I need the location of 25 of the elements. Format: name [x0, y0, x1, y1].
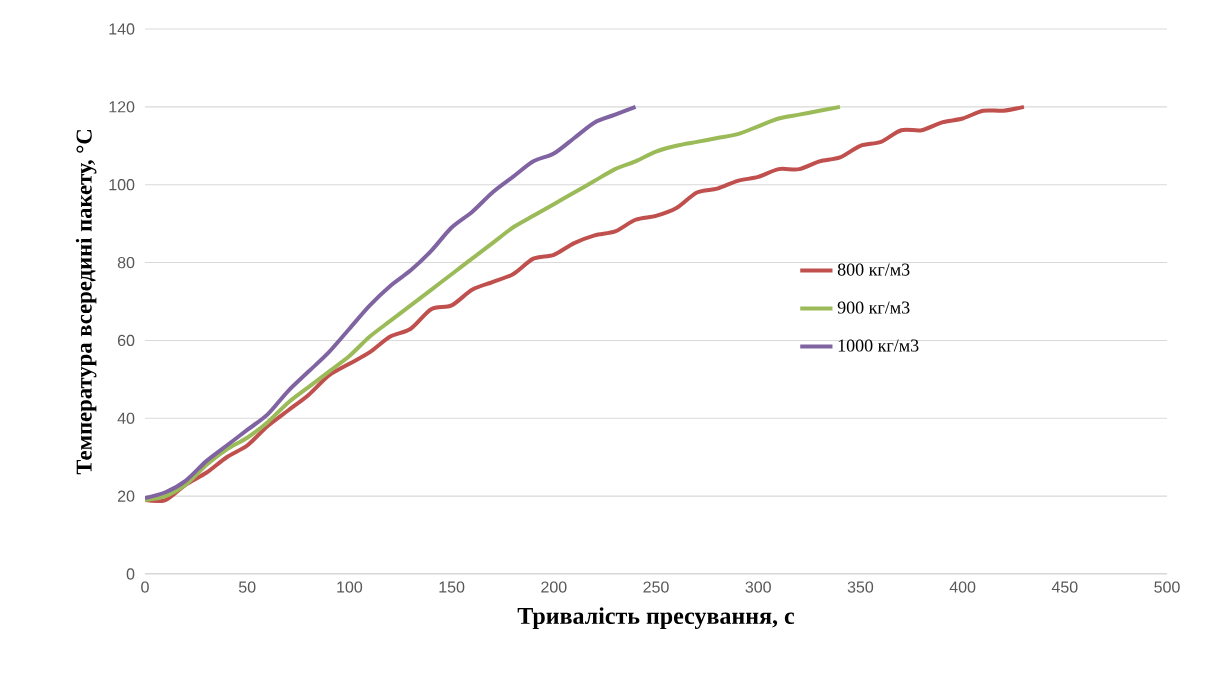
legend-label: 1000 кг/м3: [838, 339, 919, 352]
legend-label: 800 кг/м3: [837, 263, 910, 276]
x-tick-label: 250: [643, 581, 669, 593]
x-tick-label: 400: [949, 581, 976, 593]
y-tick-label: 80: [117, 256, 135, 269]
y-tick-label: 40: [117, 412, 135, 424]
y-tick-label: 100: [109, 179, 135, 191]
x-tick-label: 0: [141, 581, 149, 593]
line-series: [145, 104, 638, 501]
x-tick-label: 500: [1154, 581, 1180, 593]
x-tick-label: 350: [847, 581, 874, 593]
x-tick-label: 100: [337, 581, 363, 593]
x-tick-label: 200: [541, 581, 567, 593]
x-tick-label: 300: [745, 581, 771, 593]
legend-label: 900 кг/м3: [837, 301, 910, 314]
x-tick-label: 450: [1051, 581, 1078, 593]
x-tick-label: 150: [439, 581, 465, 593]
y-tick-label: 60: [117, 334, 135, 347]
x-tick-label: 50: [238, 581, 256, 593]
y-tick-label: 120: [109, 101, 135, 113]
x-axis-title: Тривалість пресування, с: [517, 607, 795, 630]
y-tick-label: 0: [126, 568, 135, 580]
y-tick-label: 20: [117, 490, 135, 502]
y-tick-label: 140: [109, 23, 135, 35]
y-axis-title: Температура всередині пакету, °С: [75, 130, 97, 475]
